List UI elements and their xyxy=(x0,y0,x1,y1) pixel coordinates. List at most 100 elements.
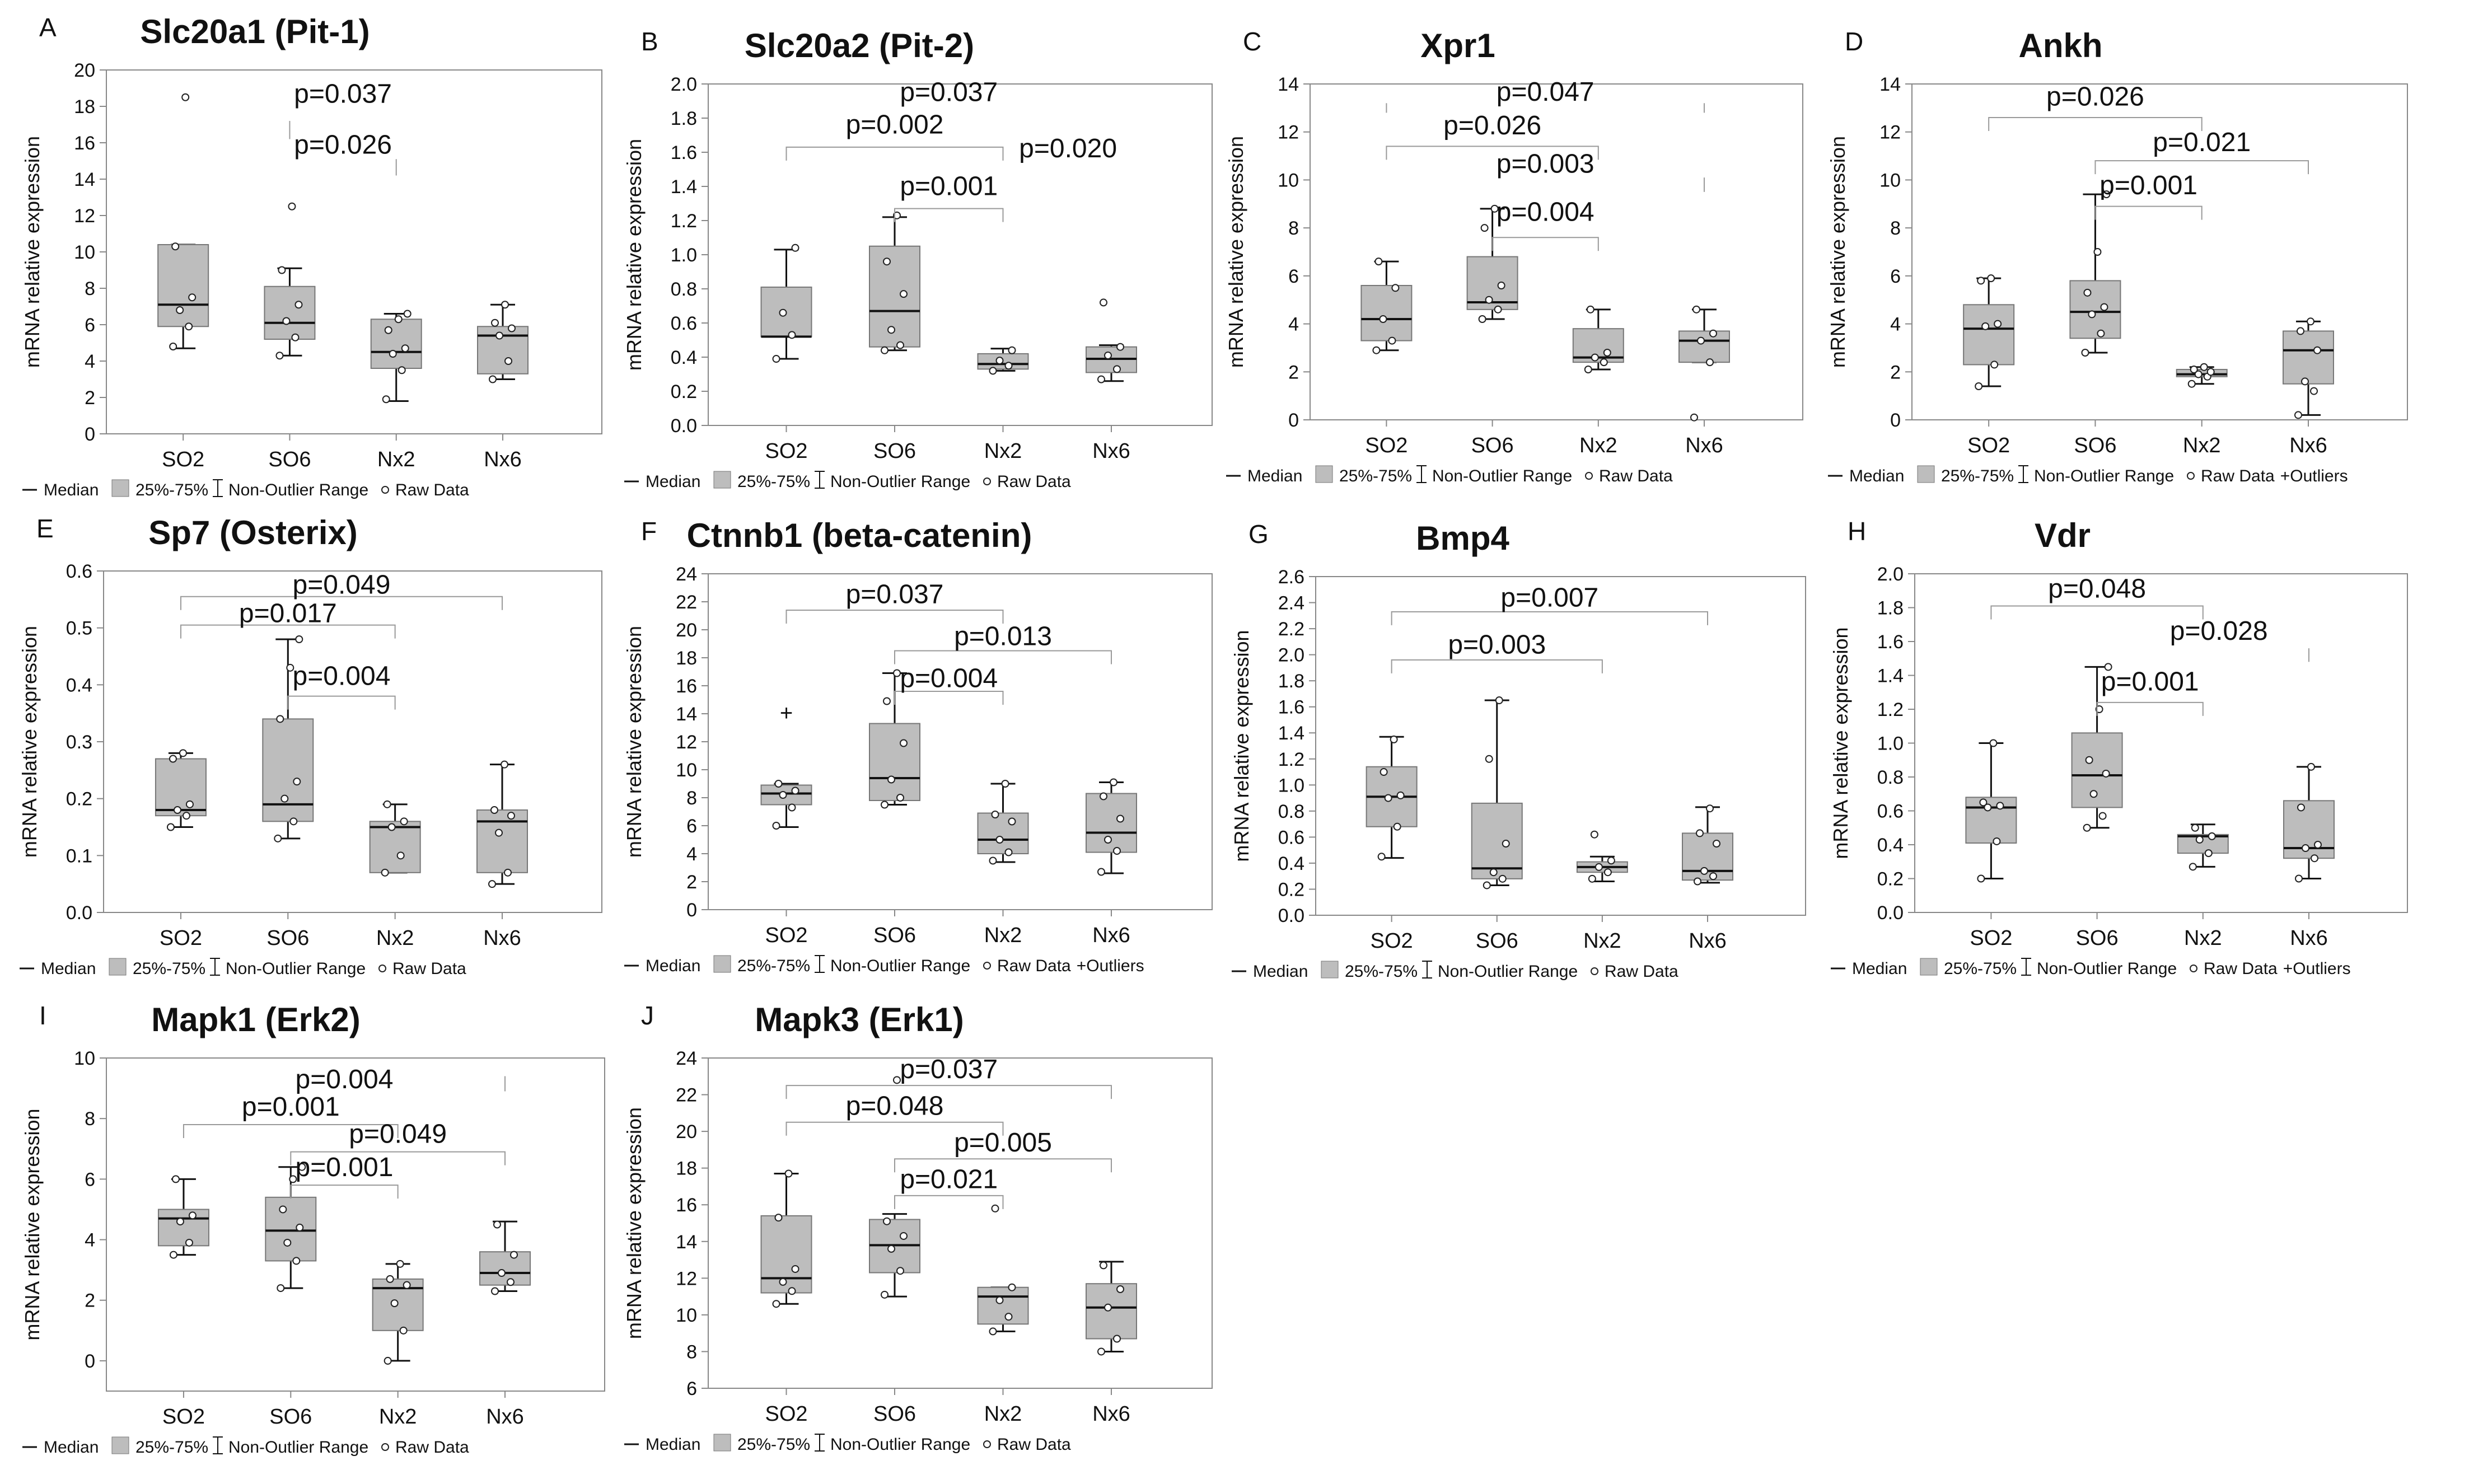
y-tick-label: 16 xyxy=(676,676,697,697)
box-nx2 xyxy=(977,780,1029,865)
raw-data-point xyxy=(1584,366,1592,373)
y-tick-label: 2 xyxy=(1890,362,1901,383)
raw-data-point xyxy=(278,266,286,274)
y-tick-label: 6 xyxy=(85,315,95,336)
y-axis-label: mRNA relative expression xyxy=(1829,627,1852,859)
raw-data-point xyxy=(779,308,787,317)
panel-letter: F xyxy=(641,517,657,546)
legend-iqr-swatch xyxy=(1920,958,1938,976)
iqr-box xyxy=(264,285,316,340)
raw-data-point xyxy=(1979,798,1988,807)
iqr-box xyxy=(1682,832,1733,881)
box-so6 xyxy=(2071,663,2123,832)
raw-data-point xyxy=(386,1275,394,1283)
raw-data-point xyxy=(2100,303,2108,311)
x-category-label: SO6 xyxy=(1476,929,1518,953)
raw-data-point xyxy=(788,331,796,339)
raw-data-point xyxy=(896,341,904,349)
significance-annotation: p=0.003 xyxy=(1497,149,1705,192)
p-value-label: p=0.048 xyxy=(846,1092,944,1121)
significance-annotation: p=0.020 xyxy=(1019,134,1117,163)
box-so2 xyxy=(1366,735,1418,861)
raw-data-point xyxy=(2208,832,2216,840)
legend-range-swatch xyxy=(1416,465,1427,483)
legend-iqr-swatch xyxy=(109,958,127,976)
y-tick-label: 0 xyxy=(85,1351,95,1372)
box-so6 xyxy=(1471,696,1523,890)
raw-data-point xyxy=(893,1076,901,1084)
y-tick-label: 0.8 xyxy=(1877,767,1904,788)
legend-range-label: Non-Outlier Range xyxy=(830,1435,970,1454)
significance-bracket xyxy=(290,1185,399,1199)
p-value-label: p=0.049 xyxy=(349,1119,447,1149)
significance-annotation: p=0.004 xyxy=(287,661,396,710)
raw-data-point xyxy=(900,1232,908,1240)
plot-frame xyxy=(1911,83,2408,420)
raw-data-point xyxy=(381,868,389,877)
raw-data-point xyxy=(1990,361,1999,369)
raw-data-point xyxy=(169,755,177,763)
y-tick-label: 0.4 xyxy=(1278,853,1304,874)
raw-data-point xyxy=(788,803,796,812)
significance-bracket xyxy=(894,1195,1004,1209)
significance-bracket xyxy=(785,610,1004,624)
raw-data-point xyxy=(2191,823,2199,832)
raw-data-point xyxy=(774,1214,783,1222)
x-category-label: SO2 xyxy=(1365,434,1407,457)
plot-frame xyxy=(708,1057,1213,1389)
box-so2 xyxy=(760,1169,812,1308)
raw-data-point xyxy=(382,395,390,404)
p-value-label: p=0.005 xyxy=(954,1128,1052,1158)
significance-bracket xyxy=(2094,205,2203,220)
raw-data-point xyxy=(1989,739,1998,747)
y-tick-label: 10 xyxy=(1879,170,1901,191)
p-value-label: p=0.037 xyxy=(900,1055,998,1084)
legend: Median 25%-75% Non-Outlier Range Raw Data xyxy=(22,1436,469,1457)
x-category-label: Nx2 xyxy=(984,439,1022,463)
y-tick-label: 12 xyxy=(1278,122,1299,143)
raw-data-point xyxy=(2194,370,2203,378)
raw-data-point xyxy=(394,315,403,324)
y-tick-label: 0.2 xyxy=(1877,869,1904,890)
raw-data-point xyxy=(772,822,780,830)
y-tick-label: 12 xyxy=(74,205,95,227)
raw-data-point xyxy=(1116,343,1124,351)
raw-data-point xyxy=(788,1287,796,1295)
y-tick-label: 22 xyxy=(676,592,697,613)
y-tick-label: 2 xyxy=(85,387,95,409)
y-tick-label: 20 xyxy=(74,60,95,81)
y-tick-label: 0.0 xyxy=(671,415,697,437)
raw-data-point xyxy=(1008,346,1016,354)
panel-letter: H xyxy=(1848,517,1866,546)
x-category-label: SO6 xyxy=(1471,434,1514,457)
raw-data-point xyxy=(1993,837,2001,845)
raw-data-point xyxy=(1097,1347,1105,1356)
significance-bracket xyxy=(1491,237,1599,251)
box-so6 xyxy=(264,202,316,360)
raw-data-point xyxy=(491,319,499,327)
legend: Median 25%-75% Non-Outlier Range Raw Data +O… xyxy=(1828,465,2348,485)
raw-data-point xyxy=(1483,881,1491,890)
p-value-label: p=0.002 xyxy=(846,110,944,139)
legend-raw-label: Raw Data xyxy=(2204,959,2278,978)
y-tick-label: 2.4 xyxy=(1278,593,1304,614)
x-category-label: SO2 xyxy=(162,448,204,471)
significance-annotation: p=0.048 xyxy=(785,1092,1004,1136)
raw-data-point xyxy=(166,823,175,831)
iqr-box xyxy=(869,723,920,801)
x-category-label: SO2 xyxy=(765,924,807,947)
plot-frame xyxy=(1315,576,1806,916)
legend-range-label: Non-Outlier Range xyxy=(1432,467,1572,485)
outlier-point: + xyxy=(780,701,793,725)
raw-data-point xyxy=(179,749,187,757)
significance-bracket xyxy=(180,624,396,639)
legend: Median 25%-75% Non-Outlier Range Raw Data xyxy=(624,471,1071,491)
panel-d: D Ankh mRNA relative expression 0 2 4 6 8 10 12 14… xyxy=(1826,27,2408,485)
x-category-label: Nx2 xyxy=(984,1402,1022,1426)
raw-data-point xyxy=(1494,305,1502,313)
raw-data-point xyxy=(1498,874,1507,883)
raw-data-point xyxy=(1600,358,1608,367)
raw-data-point xyxy=(488,880,496,888)
raw-data-point xyxy=(1097,375,1105,383)
raw-data-point xyxy=(2297,803,2305,812)
